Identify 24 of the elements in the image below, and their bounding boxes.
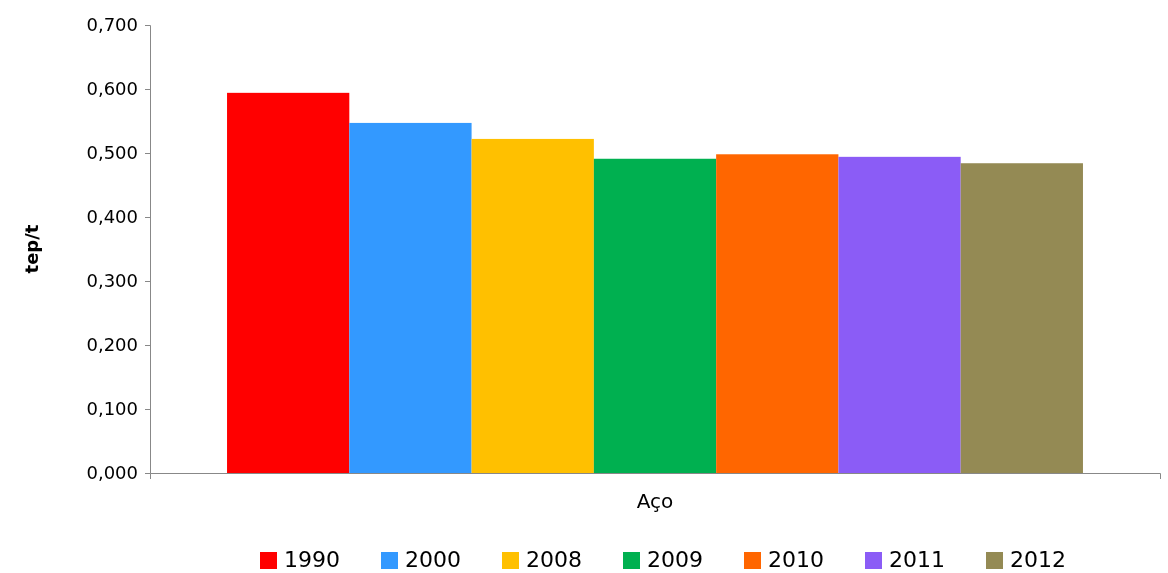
legend-label: 1990 <box>284 547 340 572</box>
y-tick-label: 0,400 <box>86 206 138 228</box>
y-axis-title: tep/t <box>21 224 42 274</box>
legend-label: 2010 <box>768 547 824 572</box>
bar <box>593 158 717 473</box>
bar <box>960 163 1083 473</box>
legend-label: 2008 <box>526 547 582 572</box>
y-tick-label: 0,300 <box>86 270 138 292</box>
y-tick-label: 0,000 <box>86 462 138 484</box>
legend-label: 2000 <box>405 547 461 572</box>
y-tick-label: 0,700 <box>86 14 138 36</box>
legend-label: 2012 <box>1010 547 1066 572</box>
y-tick-label: 0,500 <box>86 142 138 164</box>
y-tick-label: 0,600 <box>86 78 138 100</box>
bar <box>227 92 350 473</box>
bar <box>471 138 594 473</box>
bar <box>838 156 961 473</box>
y-tick-label: 0,200 <box>86 334 138 356</box>
legend-label: 2009 <box>647 547 703 572</box>
bar <box>716 154 839 473</box>
x-tick-label: Aço <box>636 489 674 513</box>
bar <box>349 122 472 473</box>
legend-label: 2011 <box>889 547 945 572</box>
y-tick-label: 0,100 <box>86 398 138 420</box>
